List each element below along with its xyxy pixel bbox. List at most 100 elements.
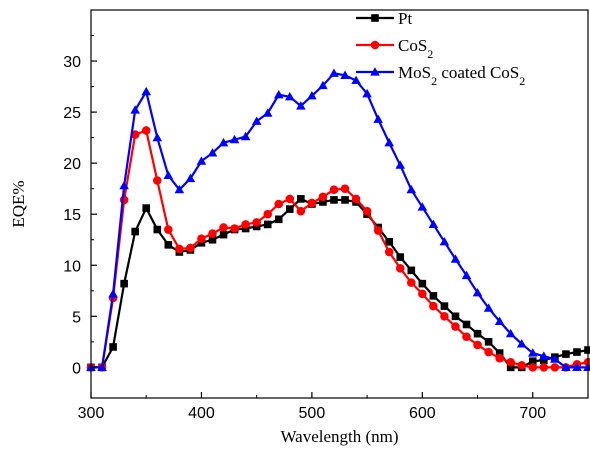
data-point-mos2-coated-cos2 — [340, 70, 350, 79]
data-point-cos2 — [141, 126, 151, 135]
data-point-pt — [495, 349, 504, 357]
plot-frame — [90, 9, 589, 399]
data-point-pt — [506, 363, 515, 372]
y-tick-label: 5 — [72, 309, 81, 326]
data-point-mos2-coated-cos2 — [285, 91, 295, 101]
y-tick-label: 30 — [63, 54, 81, 71]
data-point-mos2-coated-cos2 — [516, 339, 527, 348]
data-point-pt — [142, 204, 151, 212]
data-point-pt — [131, 227, 139, 236]
y-axis-title: EQE% — [9, 180, 28, 227]
data-point-mos2-coated-cos2 — [163, 170, 174, 180]
data-point-cos2 — [517, 361, 527, 370]
data-point-pt — [341, 196, 349, 204]
data-point-pt — [208, 235, 217, 244]
data-point-mos2-coated-cos2 — [296, 101, 306, 110]
data-point-pt — [385, 237, 393, 246]
data-point-cos2 — [197, 234, 206, 244]
data-point-pt — [484, 338, 493, 346]
data-point-mos2-coated-cos2 — [119, 180, 129, 190]
data-point-pt — [109, 343, 117, 351]
legend-swatch-marker — [370, 67, 380, 76]
data-point-pt — [462, 320, 471, 329]
data-point-mos2-coated-cos2 — [251, 116, 262, 125]
data-point-mos2-coated-cos2 — [218, 137, 229, 147]
series-layer — [86, 68, 590, 372]
data-point-cos2 — [241, 220, 250, 229]
data-point-cos2 — [550, 363, 560, 372]
data-point-cos2 — [186, 243, 195, 253]
data-point-mos2-coated-cos2 — [185, 173, 196, 183]
data-point-pt — [164, 241, 173, 249]
data-point-mos2-coated-cos2 — [505, 328, 516, 338]
data-point-pt — [263, 220, 272, 229]
data-point-mos2-coated-cos2 — [428, 219, 439, 229]
legend-label: CoS2 — [398, 36, 433, 61]
data-point-cos2 — [285, 194, 295, 204]
data-point-pt — [407, 266, 416, 275]
data-point-cos2 — [440, 312, 449, 321]
data-point-cos2 — [219, 223, 228, 232]
series-mos2-coated-cos2 — [86, 68, 590, 371]
y-tick-label: 20 — [63, 156, 81, 173]
data-point-pt — [286, 205, 294, 213]
data-point-mos2-coated-cos2 — [174, 184, 185, 194]
data-point-pt — [418, 279, 427, 288]
data-point-cos2 — [506, 357, 515, 367]
data-point-cos2 — [274, 199, 284, 209]
data-point-mos2-coated-cos2 — [395, 160, 406, 169]
data-point-mos2-coated-cos2 — [318, 80, 328, 90]
data-point-mos2-coated-cos2 — [439, 236, 450, 246]
axes-layer: 300 400 500 600 700 0 5 10 15 20 25 30 — [63, 35, 546, 422]
data-point-cos2 — [340, 184, 350, 193]
data-point-cos2 — [484, 347, 493, 357]
y-tick-label: 25 — [63, 105, 81, 122]
data-point-mos2-coated-cos2 — [108, 289, 118, 298]
data-point-cos2 — [329, 185, 339, 195]
data-point-cos2 — [252, 218, 261, 227]
data-point-pt — [297, 195, 305, 203]
series-line-cos2 — [91, 129, 589, 369]
data-point-cos2 — [230, 224, 239, 233]
legend-swatch-marker — [370, 40, 380, 50]
data-point-mos2-coated-cos2 — [207, 148, 218, 157]
data-point-mos2-coated-cos2 — [362, 88, 372, 98]
data-point-cos2 — [130, 130, 140, 139]
data-point-mos2-coated-cos2 — [141, 86, 152, 96]
data-point-cos2 — [429, 301, 438, 311]
data-point-mos2-coated-cos2 — [130, 105, 140, 114]
y-tick-label: 15 — [63, 207, 81, 224]
data-point-mos2-coated-cos2 — [307, 90, 317, 100]
data-point-pt — [396, 253, 405, 261]
data-point-pt — [562, 350, 570, 358]
x-tick-label: 500 — [299, 405, 326, 422]
data-point-mos2-coated-cos2 — [417, 202, 428, 211]
data-point-cos2 — [362, 206, 372, 216]
x-tick-label: 300 — [78, 405, 105, 422]
legend-item: MoS2 coated CoS2 — [356, 63, 525, 88]
data-point-mos2-coated-cos2 — [472, 288, 483, 297]
data-point-cos2 — [263, 209, 273, 219]
data-point-mos2-coated-cos2 — [539, 351, 549, 360]
data-point-mos2-coated-cos2 — [550, 354, 560, 363]
data-point-cos2 — [296, 206, 306, 216]
series-cos2 — [86, 126, 590, 372]
data-point-mos2-coated-cos2 — [240, 131, 251, 141]
data-point-pt — [429, 292, 438, 300]
data-point-cos2 — [395, 264, 405, 273]
data-point-mos2-coated-cos2 — [273, 89, 284, 99]
data-point-cos2 — [152, 176, 162, 185]
data-point-cos2 — [473, 340, 482, 350]
data-point-cos2 — [351, 194, 361, 204]
data-point-pt — [528, 357, 537, 366]
x-tick-label: 400 — [188, 405, 215, 422]
data-point-pt — [120, 279, 128, 288]
data-point-pt — [540, 356, 548, 365]
legend-swatch-marker — [371, 14, 379, 22]
data-point-cos2 — [384, 247, 394, 257]
data-point-cos2 — [539, 363, 549, 372]
data-point-cos2 — [119, 195, 129, 205]
data-point-mos2-coated-cos2 — [450, 254, 461, 263]
data-point-cos2 — [318, 192, 328, 202]
y-tick-label: 10 — [63, 258, 81, 275]
